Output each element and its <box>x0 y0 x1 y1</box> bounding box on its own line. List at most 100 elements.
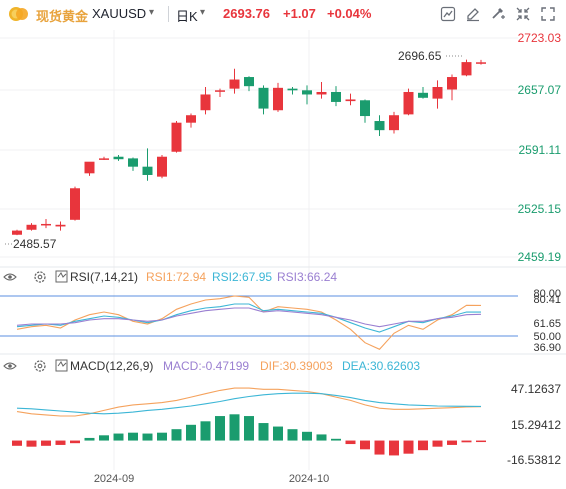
macd-bar <box>374 440 385 455</box>
candle-body <box>302 90 312 95</box>
macd-bar <box>418 440 428 451</box>
macd-bar <box>476 440 486 443</box>
macd-line-dea <box>16 392 482 415</box>
candle-body <box>258 87 269 109</box>
rsi-series <box>16 295 482 350</box>
macd-lines <box>16 387 482 417</box>
candle-body <box>215 90 225 92</box>
candle-body <box>287 88 298 91</box>
indicator-checkbox <box>55 359 68 372</box>
drawing-tool-icon[interactable] <box>464 5 482 23</box>
rsi-line-rsi3 <box>16 307 482 328</box>
candle-body <box>12 230 22 235</box>
price-change: +1.07 <box>283 6 316 21</box>
candle-body <box>476 62 486 64</box>
rsi-axis-label: 80.41 <box>533 294 561 306</box>
chart-toolbar: 现货黄金 XAUUSD ▾ 日K ▾ 2693.76 +1.07 +0.04% <box>0 0 566 28</box>
macd-bar <box>55 440 66 445</box>
macd-bar <box>432 440 443 447</box>
candle-body <box>55 224 66 227</box>
macd-bar <box>186 424 196 441</box>
candle-body <box>461 62 472 76</box>
candle-body <box>403 91 414 115</box>
collapse-icon[interactable] <box>514 5 532 23</box>
macd-bar <box>273 426 283 441</box>
macd-bar <box>360 440 370 450</box>
candle-body <box>41 223 51 226</box>
rsi-axis-label: 36.90 <box>533 342 561 354</box>
macd-axis-label: 15.29412 <box>511 418 561 432</box>
macd-bar <box>229 414 240 441</box>
macd-bar <box>331 438 341 441</box>
macd-bar <box>403 440 414 454</box>
macd-bar <box>389 440 399 456</box>
candle-body <box>200 94 211 111</box>
candle-body <box>84 161 95 174</box>
macd-bar <box>113 433 124 441</box>
candle-body <box>447 77 457 90</box>
chart-settings-icon[interactable] <box>439 5 457 23</box>
time-label: 2024-10 <box>289 473 329 485</box>
fullscreen-icon[interactable] <box>539 5 557 23</box>
candlestick-series <box>12 59 486 236</box>
candle-body <box>186 115 196 123</box>
period-selector[interactable]: 日K <box>176 9 198 24</box>
rsi-axis-label: 50.00 <box>533 331 561 343</box>
macd-axis: 47.12637 15.29412 -16.53812 <box>507 382 561 467</box>
instrument-name: 现货黄金 <box>36 9 89 24</box>
gold-coin-icon <box>6 6 30 27</box>
price-label: 2525.15 <box>518 202 562 216</box>
rsi2-value: RSI2:67.95 <box>212 270 272 284</box>
macd-bar <box>215 416 225 441</box>
rsi-legend: RSI(7,14,21) RSI1:72.94 RSI2:67.95 RSI3:… <box>3 270 337 284</box>
indicator-checkbox-icon <box>57 361 67 367</box>
macd-bar <box>316 434 327 441</box>
price-change-percent: +0.04% <box>327 6 372 21</box>
candle-body <box>418 92 428 98</box>
candle-body <box>273 87 283 111</box>
rsi-line-rsi2 <box>16 303 482 333</box>
price-label: 2723.03 <box>518 31 562 45</box>
macd-bar <box>345 440 356 445</box>
candle-body <box>432 86 443 99</box>
settings-icon <box>34 271 46 283</box>
rsi3-value: RSI3:66.24 <box>277 270 337 284</box>
chevron-down-icon[interactable]: ▾ <box>149 7 155 18</box>
low-marker: 2485.57 <box>5 237 57 251</box>
rsi-name: RSI(7,14,21) <box>70 270 138 284</box>
macd-bar <box>70 440 80 444</box>
macd-bar <box>26 440 37 447</box>
rsi-line-rsi1 <box>16 295 482 350</box>
macd-bar <box>99 435 109 441</box>
candle-body <box>157 156 167 177</box>
macd-bar <box>171 429 182 441</box>
dif-value: DIF:30.39003 <box>260 359 333 373</box>
symbol-selector[interactable]: XAUUSD <box>92 6 147 21</box>
visibility-icon <box>3 362 17 370</box>
indicator-checkbox-icon <box>57 272 67 278</box>
candle-body <box>70 188 80 220</box>
macd-histogram <box>12 414 486 456</box>
candle-body <box>99 158 109 160</box>
macd-bar <box>12 440 22 446</box>
candle-body <box>142 166 153 175</box>
price-label: 2657.07 <box>518 83 562 97</box>
price-axis: 2723.03 2657.07 2591.11 2525.15 2459.19 <box>518 31 562 264</box>
time-axis: 2024-09 2024-10 <box>94 473 329 485</box>
indicator-tool-icon[interactable] <box>489 5 507 23</box>
candle-body <box>229 79 240 89</box>
macd-bar <box>302 431 312 441</box>
macd-bar <box>84 437 95 441</box>
candle-body <box>374 121 385 131</box>
macd-bar <box>447 440 457 445</box>
macd-bar <box>244 416 254 441</box>
macd-bar <box>157 432 167 441</box>
rsi-axis-label: 80.00 <box>533 288 561 300</box>
indicator-checkbox <box>55 270 68 283</box>
candle-body <box>331 91 341 102</box>
candle-body <box>389 115 399 131</box>
rsi-axis-label: 61.65 <box>533 318 561 330</box>
chevron-down-icon[interactable]: ▾ <box>200 7 206 18</box>
last-price: 2693.76 <box>223 6 270 21</box>
